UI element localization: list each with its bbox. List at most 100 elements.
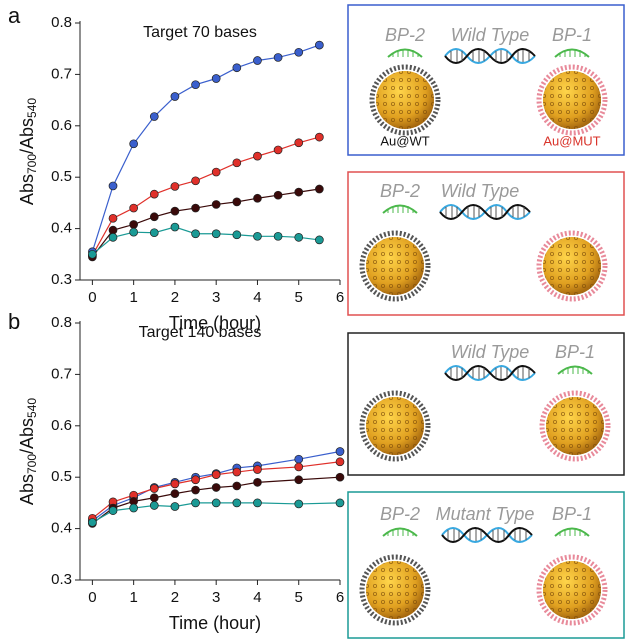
bp-icon <box>558 366 592 374</box>
data-point <box>192 476 200 484</box>
data-point <box>295 188 303 196</box>
x-axis-label: Time (hour) <box>169 613 261 633</box>
data-point <box>150 213 158 221</box>
x-tick-label: 3 <box>212 289 220 306</box>
particle <box>362 233 428 299</box>
data-point <box>315 41 323 49</box>
bp1-label: BP-1 <box>552 25 592 45</box>
y-label-part: 540 <box>25 98 39 118</box>
data-point <box>295 139 303 147</box>
data-point <box>192 177 200 185</box>
data-point <box>295 463 303 471</box>
data-point <box>192 499 200 507</box>
y-label-part: Abs <box>17 474 37 505</box>
data-point <box>336 473 344 481</box>
data-point <box>212 230 220 238</box>
panel-label: a <box>8 3 21 28</box>
bp2-label: BP-2 <box>385 25 425 45</box>
y-label-part: 700 <box>25 154 39 174</box>
data-point <box>336 458 344 466</box>
x-tick-label: 6 <box>336 589 344 606</box>
particle-label: Au@MUT <box>543 133 600 148</box>
data-point <box>233 198 241 206</box>
data-point <box>233 482 241 490</box>
x-tick-label: 2 <box>171 289 179 306</box>
data-point <box>295 455 303 463</box>
x-tick-label: 0 <box>88 589 96 606</box>
data-point <box>253 478 261 486</box>
panel-label: b <box>8 309 20 334</box>
data-point <box>150 113 158 121</box>
target-label: Wild Type <box>451 25 530 45</box>
bp2-label: BP-2 <box>380 181 420 201</box>
particle <box>539 557 605 623</box>
x-tick-label: 1 <box>129 289 137 306</box>
series-line <box>92 45 319 252</box>
y-tick-label: 0.5 <box>51 168 72 185</box>
y-tick-label: 0.4 <box>51 520 72 537</box>
y-label-part: /Abs <box>17 118 37 154</box>
data-point <box>336 499 344 507</box>
data-point <box>274 146 282 154</box>
data-point <box>212 483 220 491</box>
data-point <box>171 223 179 231</box>
data-point <box>109 214 117 222</box>
bp-icon <box>383 205 417 213</box>
particle-label: Au@WT <box>380 133 429 148</box>
data-point <box>212 200 220 208</box>
data-point <box>295 48 303 56</box>
bp1-label: BP-1 <box>552 504 592 524</box>
data-point <box>130 228 138 236</box>
data-point <box>274 232 282 240</box>
y-tick-label: 0.6 <box>51 117 72 134</box>
data-point <box>295 500 303 508</box>
x-tick-label: 4 <box>253 289 261 306</box>
data-point <box>130 140 138 148</box>
dna-icon <box>445 49 535 63</box>
data-point <box>88 250 96 258</box>
series-line <box>92 189 319 257</box>
data-point <box>109 226 117 234</box>
particle <box>539 67 605 133</box>
data-point <box>109 182 117 190</box>
bp-icon <box>383 528 417 536</box>
data-point <box>130 220 138 228</box>
y-tick-label: 0.7 <box>51 65 72 82</box>
data-point <box>171 502 179 510</box>
data-point <box>150 494 158 502</box>
data-point <box>253 465 261 473</box>
y-tick-label: 0.8 <box>51 314 72 331</box>
data-point <box>192 486 200 494</box>
data-point <box>253 194 261 202</box>
data-point <box>150 485 158 493</box>
data-point <box>295 233 303 241</box>
chart-title: Target 140 bases <box>139 324 262 341</box>
figure: BP-2 Wild Type BP-1 Au@WT Au@MUT BP-2 Wi… <box>0 0 626 643</box>
target-label: Wild Type <box>451 342 530 362</box>
y-axis-label: Abs700/Abs540 <box>17 398 39 505</box>
data-point <box>315 236 323 244</box>
data-point <box>212 471 220 479</box>
data-point <box>171 93 179 101</box>
data-point <box>233 499 241 507</box>
particle <box>372 67 438 133</box>
data-point <box>192 81 200 89</box>
particle <box>542 393 608 459</box>
data-point <box>295 476 303 484</box>
data-point <box>336 448 344 456</box>
chart-title: Target 70 bases <box>143 24 257 41</box>
y-axis-label: Abs700/Abs540 <box>17 98 39 205</box>
y-tick-label: 0.4 <box>51 220 72 237</box>
data-point <box>212 75 220 83</box>
data-point <box>171 182 179 190</box>
data-point <box>253 152 261 160</box>
y-label-part: 700 <box>25 454 39 474</box>
target-label: Mutant Type <box>436 504 535 524</box>
particle <box>362 557 428 623</box>
y-tick-label: 0.3 <box>51 571 72 588</box>
x-tick-label: 3 <box>212 589 220 606</box>
bp-icon <box>388 49 422 57</box>
data-point <box>150 229 158 237</box>
dna-icon <box>445 366 535 380</box>
